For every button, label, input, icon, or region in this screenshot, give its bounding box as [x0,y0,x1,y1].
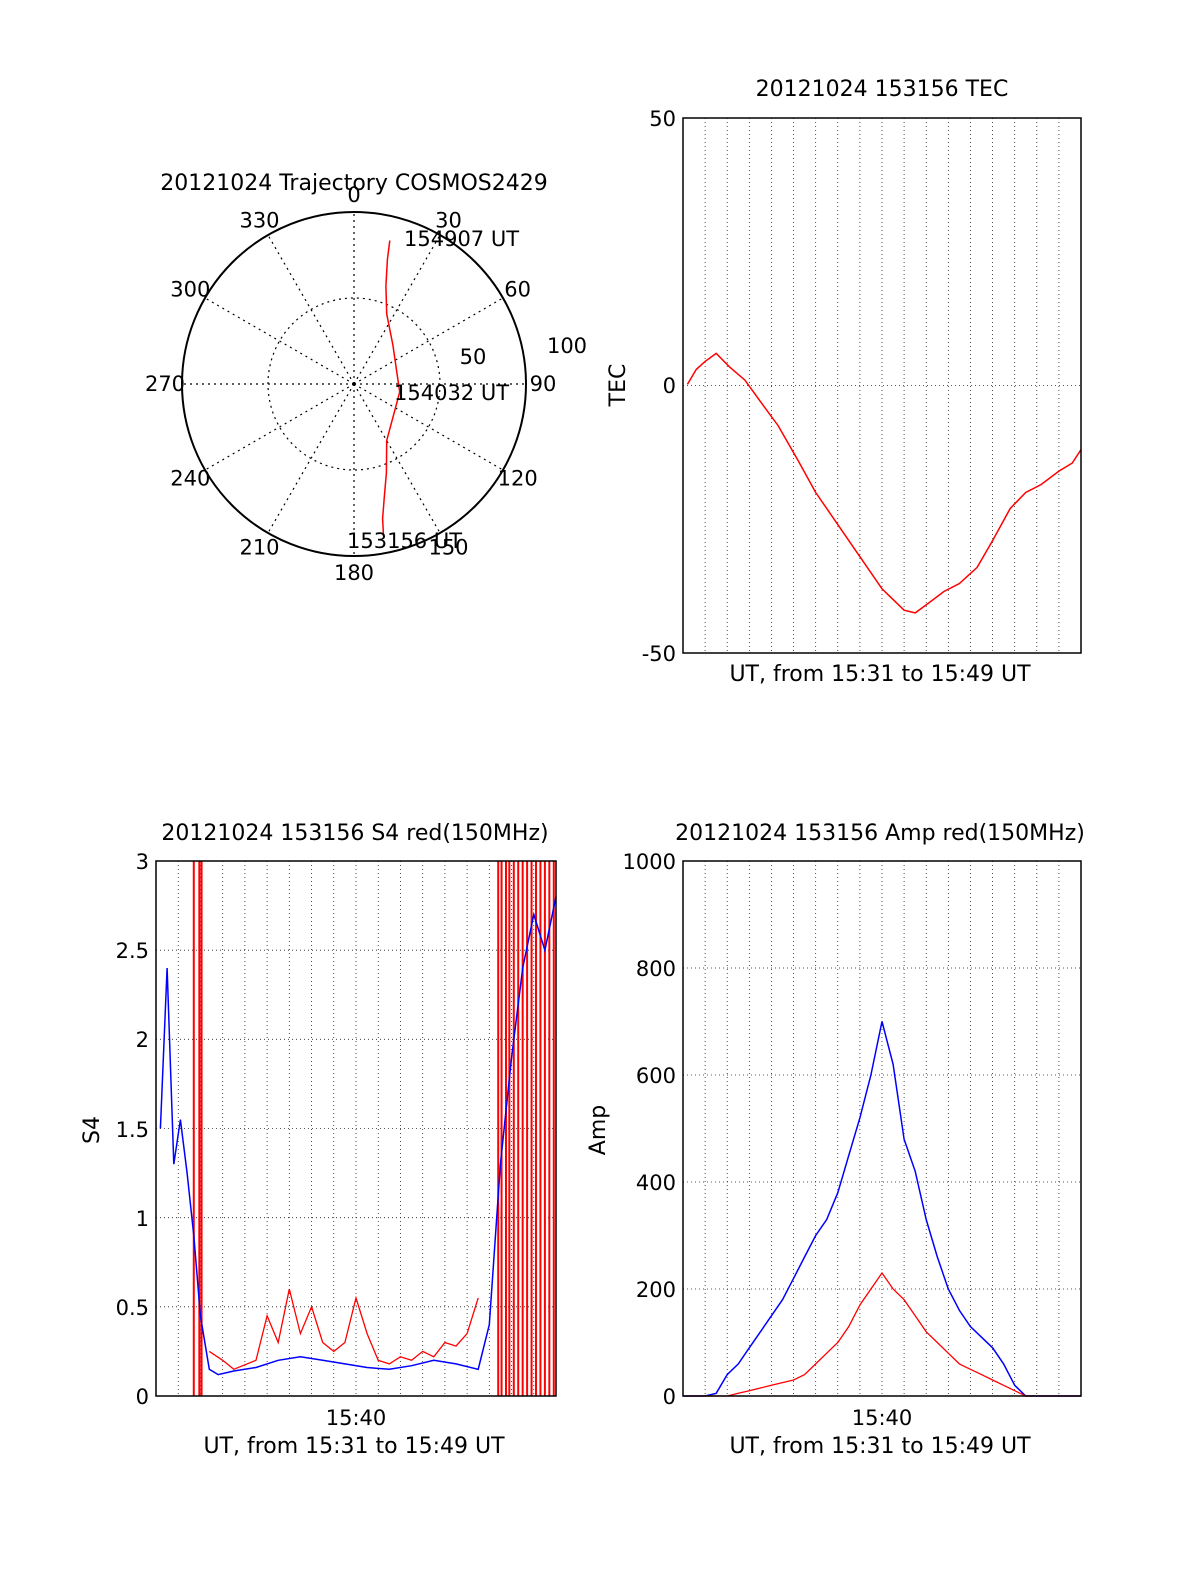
polar-title: 20121024 Trajectory COSMOS2429 [160,171,547,196]
polar-spoke [353,297,504,385]
amp-ytick: 400 [636,1171,676,1195]
tec-grid [683,118,1081,653]
amp-panel: 20121024 153156 Amp red(150MHz) 0 200 40… [586,821,1085,1459]
tec-ytick-top: 50 [649,107,676,131]
amp-xtick-label: 15:40 [852,1406,913,1430]
amp-ytick: 200 [636,1278,676,1302]
polar-outer-ring [181,211,527,557]
polar-azimuth-label: 0 [347,183,360,207]
tec-series-line [686,352,1082,614]
tec-ylabel: TEC [606,364,631,408]
amp-blue-line [683,1021,1081,1397]
amp-red-line [683,1271,1081,1397]
polar-spoke [267,383,355,534]
polar-azimuth-label: 330 [239,208,279,232]
polar-azimuth-label: 60 [504,278,531,302]
amp-ytick: 0 [663,1385,676,1409]
s4-grid [156,861,556,1396]
amp-xlabel: UT, from 15:31 to 15:49 UT [729,1434,1031,1459]
polar-azimuth-label: 30 [435,208,462,232]
s4-ylabel: S4 [80,1116,105,1144]
polar-ring-label-50: 50 [460,345,487,369]
trajectory-line [381,240,401,537]
s4-ytick: 1 [136,1207,149,1231]
s4-plot-frame [155,860,557,1397]
polar-grid [182,212,526,556]
amp-grid [683,861,1081,1396]
polar-azimuth-label: 150 [428,536,468,560]
s4-yticks: 0 0.5 1 1.5 2 2.5 3 [116,850,149,1409]
s4-ytick: 0 [136,1385,149,1409]
s4-ytick: 1.5 [116,1118,149,1142]
s4-red-spikes [192,861,555,1396]
tec-title: 20121024 153156 TEC [756,77,1009,102]
polar-ring-label-100: 100 [547,334,587,358]
amp-yticks: 0 200 400 600 800 1000 [623,850,676,1409]
polar-spoke [267,234,355,385]
polar-spoke [353,383,504,471]
polar-azimuth-label: 300 [170,278,210,302]
polar-spoke [353,383,441,534]
annotation-mid-time: 154032 UT [394,381,509,405]
amp-ytick: 1000 [623,850,676,874]
polar-spoke [204,297,355,385]
polar-azimuth-label: 210 [239,536,279,560]
s4-red-line [208,1288,479,1371]
amp-ylabel: Amp [586,1105,611,1155]
amp-ytick: 600 [636,1064,676,1088]
tec-plot-frame [682,117,1082,654]
amp-plot-frame [682,860,1082,1397]
annotation-end-time: 154907 UT [404,227,519,251]
tec-xlabel: UT, from 15:31 to 15:49 UT [729,662,1031,687]
annotation-start-time: 153156 UT [347,529,462,553]
polar-azimuth-label: 270 [145,372,185,396]
tec-panel: 20121024 153156 TEC 50 0 -50 TEC UT, fro… [606,77,1082,687]
polar-spoke [204,383,355,471]
amp-ytick: 800 [636,957,676,981]
polar-spoke [353,234,441,385]
polar-panel: 20121024 Trajectory COSMOS2429 0 30 60 90 12… [145,171,587,585]
s4-panel: 20121024 153156 S4 red(150MHz) 0 0.5 1 1… [80,821,557,1459]
s4-ytick: 0.5 [116,1296,149,1320]
polar-azimuth-label: 120 [498,467,538,491]
polar-azimuth-labels: 0 30 60 90 120 150 180 210 240 270 300 330 [145,183,556,585]
polar-azimuth-label: 180 [334,561,374,585]
tec-ytick-bottom: -50 [642,642,676,666]
polar-azimuth-label: 90 [530,372,557,396]
tec-ytick-mid: 0 [663,374,676,398]
s4-xtick-label: 15:40 [326,1406,387,1430]
s4-ytick: 2 [136,1028,149,1052]
s4-title: 20121024 153156 S4 red(150MHz) [161,821,548,846]
polar-azimuth-label: 240 [170,467,210,491]
s4-xlabel: UT, from 15:31 to 15:49 UT [203,1434,505,1459]
s4-blue-line [159,896,557,1376]
amp-title: 20121024 153156 Amp red(150MHz) [675,821,1085,846]
s4-ytick: 2.5 [116,939,149,963]
s4-ytick: 3 [136,850,149,874]
